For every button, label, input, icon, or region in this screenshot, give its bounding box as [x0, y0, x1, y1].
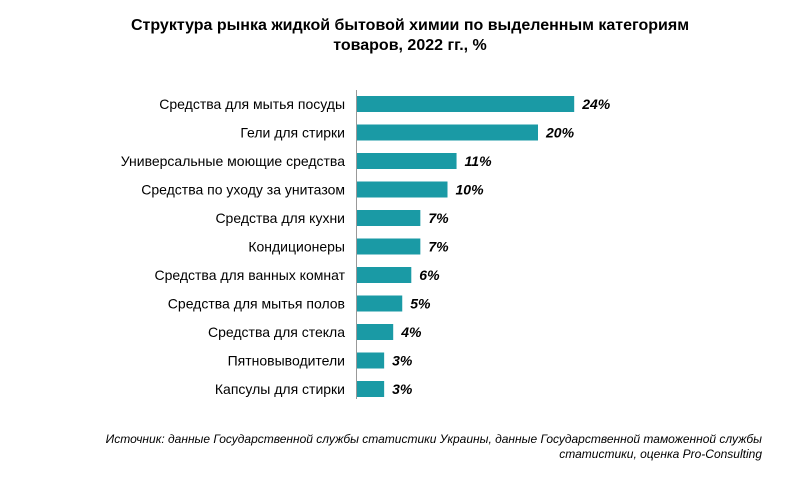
chart-title: Структура рынка жидкой бытовой химии по …	[60, 16, 760, 56]
category-label-5: Средства для кухни	[215, 210, 345, 226]
chart-title-line1: Структура рынка жидкой бытовой химии по …	[130, 17, 690, 34]
value-label-6: 7%	[428, 239, 449, 255]
value-label-1: 24%	[581, 96, 611, 112]
category-label-4: Средства по уходу за унитазом	[141, 182, 345, 198]
category-label-10: Пятновыводители	[228, 353, 345, 369]
value-label-3: 11%	[465, 153, 493, 169]
bar-3	[357, 153, 457, 169]
value-label-8: 5%	[410, 296, 431, 312]
source-note-line2: статистики, оценка Pro-Consulting	[559, 447, 762, 461]
value-label-9: 4%	[400, 324, 422, 340]
bar-11	[357, 381, 385, 397]
bar-1	[357, 96, 575, 112]
bar-2	[357, 124, 538, 141]
bar-10	[357, 352, 385, 369]
category-label-8: Средства для мытья полов	[168, 296, 345, 312]
value-label-7: 6%	[419, 267, 440, 283]
bar-5	[357, 210, 421, 226]
bars-group	[357, 96, 575, 397]
category-label-1: Средства для мытья посуды	[159, 96, 345, 112]
value-labels-group: 24% 20% 11% 10% 7% 7% 6% 5% 4% 3% 3%	[392, 96, 611, 397]
value-label-11: 3%	[392, 381, 413, 397]
category-label-2: Гели для стирки	[240, 125, 345, 141]
bar-7	[357, 267, 412, 283]
category-label-6: Кондиционеры	[248, 239, 345, 255]
value-label-10: 3%	[392, 353, 413, 369]
category-label-9: Средства для стекла	[208, 324, 345, 340]
category-labels-group: Средства для мытья посуды Гели для стирки…	[121, 96, 346, 397]
category-label-3: Универсальные моющие средства	[121, 153, 345, 169]
value-label-4: 10%	[456, 182, 485, 198]
source-note-line1: Источник: данные Государственной службы …	[105, 432, 762, 446]
chart-title-line2: товаров, 2022 гг., %	[333, 37, 487, 54]
bar-9	[357, 324, 394, 340]
value-label-2: 20%	[545, 125, 575, 141]
value-label-5: 7%	[428, 210, 449, 226]
bar-6	[357, 238, 421, 255]
category-label-11: Капсулы для стирки	[215, 381, 345, 397]
bar-4	[357, 181, 448, 198]
source-note: Источник: данные Государственной службы …	[20, 432, 762, 462]
bar-8	[357, 295, 403, 312]
category-label-7: Средства для ванных комнат	[154, 267, 345, 283]
